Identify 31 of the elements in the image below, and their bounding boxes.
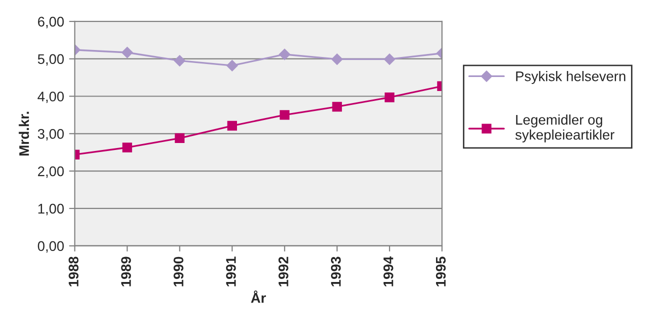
y-tick-label: 1,00: [38, 204, 64, 216]
x-tick-label: 1992: [278, 256, 288, 286]
point: [278, 48, 290, 60]
x-axis-title: År: [251, 290, 266, 303]
x-tick-label: 1994: [383, 256, 394, 286]
y-tick-label: 4,00: [38, 92, 64, 104]
y-tick-label: 5,00: [38, 54, 64, 66]
x-tick-label: 1995: [436, 256, 446, 286]
point: [331, 53, 343, 66]
point: [280, 110, 290, 120]
x-tick-label: 1988: [68, 256, 78, 286]
x-tick-label: 1989: [121, 256, 131, 286]
x-tick-label: 1993: [330, 256, 341, 286]
point: [174, 133, 185, 143]
point: [121, 46, 134, 58]
y-axis-title: Mrd.kr.: [18, 112, 30, 156]
point: [332, 102, 342, 112]
x-tick-label: 1990: [174, 256, 184, 286]
legend-label: Psykisk helsevern: [516, 71, 626, 84]
point: [226, 60, 238, 72]
y-tick-label: 2,00: [38, 166, 64, 178]
point: [122, 142, 132, 152]
point: [384, 53, 396, 66]
y-tick-label: 3,00: [38, 128, 64, 140]
point: [227, 120, 238, 131]
point: [174, 54, 186, 67]
legend-label: Legemidler og sykepleieartikler: [515, 114, 614, 142]
point: [384, 92, 394, 102]
x-tick-label: 1991: [226, 256, 236, 286]
y-tick-label: 0,00: [38, 241, 64, 253]
y-tick-label: 6,00: [38, 16, 64, 28]
